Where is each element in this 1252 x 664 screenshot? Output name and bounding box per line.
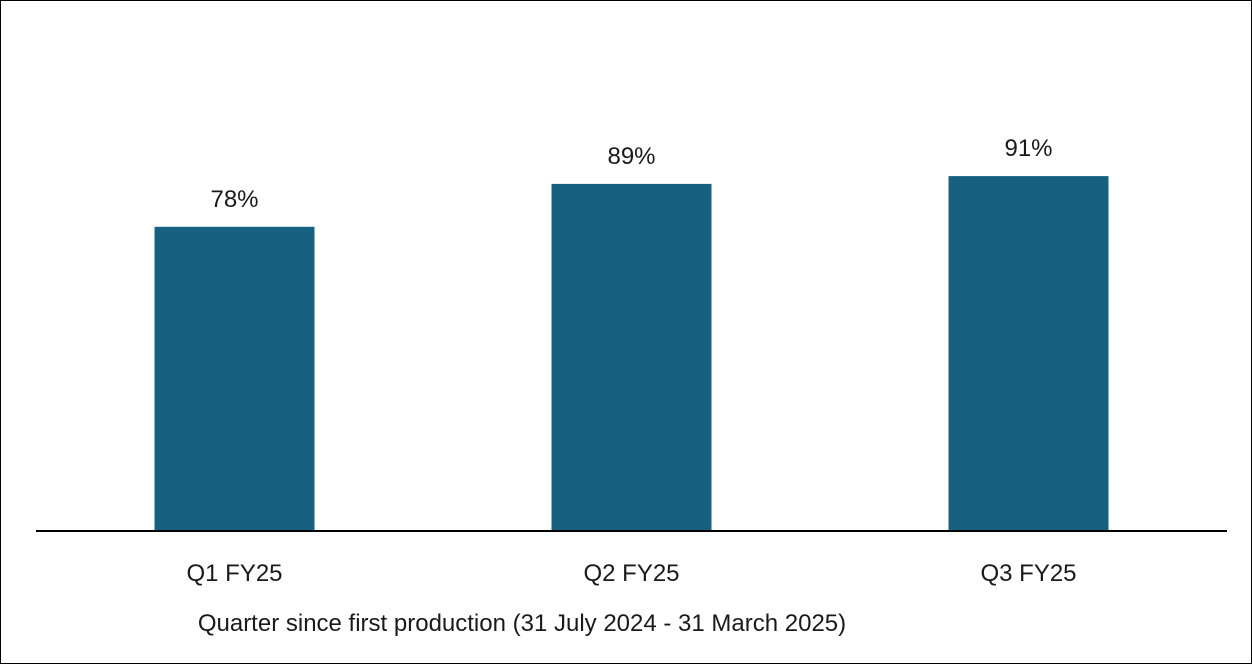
data-label-q3-fy25: 91% (1004, 135, 1052, 162)
bar-q1-fy25 (154, 226, 315, 532)
bar-q3-fy25 (948, 176, 1109, 531)
data-labels-layer: 78% 89% 91% (210, 135, 1052, 213)
x-tick-label-q1-fy25: Q1 FY25 (186, 560, 282, 587)
bar-q2-fy25 (551, 183, 712, 531)
tick-labels-layer: Q1 FY25 Q2 FY25 Q3 FY25 (186, 560, 1076, 587)
x-tick-label-q2-fy25: Q2 FY25 (583, 560, 679, 587)
data-label-q1-fy25: 78% (210, 186, 258, 213)
bars-layer (154, 176, 1109, 532)
x-tick-label-q3-fy25: Q3 FY25 (980, 560, 1076, 587)
x-axis-title: Quarter since first production (31 July … (198, 610, 846, 637)
data-label-q2-fy25: 89% (607, 143, 655, 170)
